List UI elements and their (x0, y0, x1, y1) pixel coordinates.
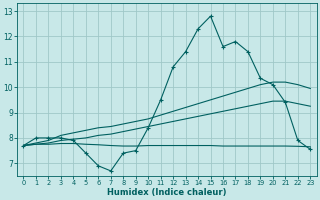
X-axis label: Humidex (Indice chaleur): Humidex (Indice chaleur) (107, 188, 227, 197)
